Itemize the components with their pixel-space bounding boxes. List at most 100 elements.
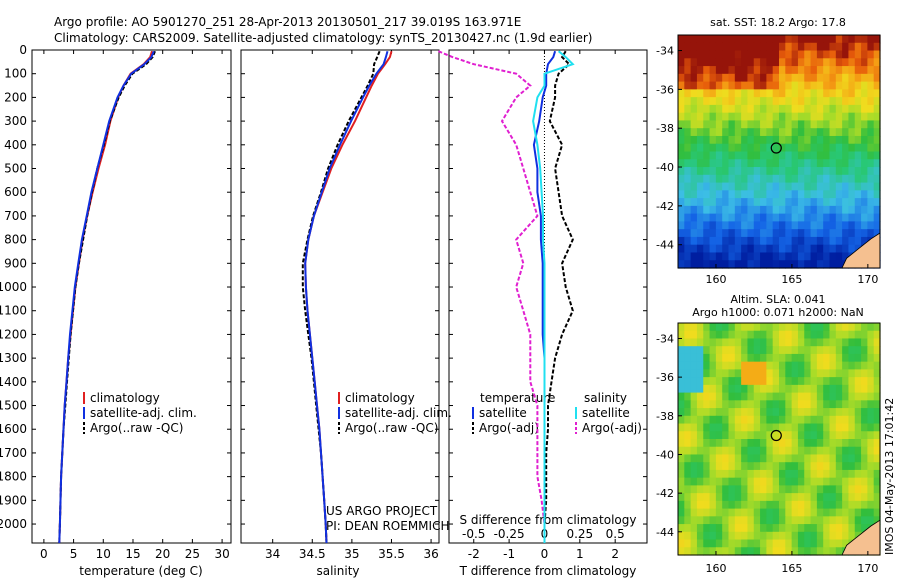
map-cell (678, 252, 685, 261)
map-cell (785, 346, 793, 355)
map-cell (709, 547, 717, 556)
map-cell (728, 415, 736, 425)
map-cell (823, 423, 831, 432)
map-cell (829, 493, 837, 502)
map-cell (684, 182, 692, 191)
map-cell (678, 190, 685, 199)
map-cell (766, 104, 774, 114)
s-tick-label: -0.5 (462, 527, 485, 541)
y-tick-label: 1600 (0, 422, 27, 436)
map-cell (678, 477, 685, 486)
map-cell (690, 35, 698, 44)
map-cell (684, 174, 692, 184)
map-cell (867, 493, 875, 502)
legend-label-climatology: climatology (345, 391, 415, 405)
series-sdiff-satellite (532, 50, 575, 543)
map-cell (835, 531, 843, 541)
map-cell (766, 439, 774, 448)
map-cell (747, 531, 755, 541)
map-cell (772, 236, 780, 246)
map-cell (804, 35, 812, 44)
map-cell (816, 97, 824, 106)
map-cell (760, 462, 767, 471)
map-cell (678, 384, 685, 394)
map-cell (867, 353, 875, 363)
map-cell (684, 485, 692, 494)
map-cell (772, 260, 780, 269)
map-cell (791, 50, 799, 59)
map-cell (766, 500, 774, 510)
map-cell (684, 524, 692, 533)
map-cell (804, 408, 812, 417)
map-cell (734, 485, 742, 494)
map-cell (797, 104, 805, 114)
map-cell (842, 408, 850, 417)
map-cell (816, 469, 824, 479)
x-tick-label: 34 (265, 547, 280, 561)
map-cell (696, 236, 704, 246)
map-cell (678, 50, 685, 59)
map-cell (741, 244, 749, 254)
map-cell (696, 252, 704, 261)
map-cell (785, 392, 793, 401)
map-cell (816, 58, 824, 67)
map-cell (696, 174, 704, 184)
map-cell (791, 135, 799, 145)
map-cell (753, 252, 761, 261)
timestamp: IMOS 04-May-2013 17:01:42 (883, 398, 896, 555)
map-cell (861, 323, 868, 332)
map-cell (816, 508, 824, 517)
map-cell (722, 493, 730, 502)
map-cell (785, 415, 793, 425)
map-cell (804, 462, 812, 471)
map-cell (753, 384, 761, 394)
map-cell (779, 323, 786, 332)
map-cell (867, 516, 875, 525)
map-cell (722, 524, 730, 533)
map-cell (696, 353, 704, 363)
map-cell (848, 159, 856, 168)
map-cell (854, 516, 862, 525)
map-cell (715, 252, 723, 261)
map-cell (823, 384, 831, 394)
map-cell (779, 392, 786, 401)
map-cell (867, 128, 875, 137)
map-cell (753, 120, 761, 129)
map-cell (816, 66, 824, 75)
map-cell (823, 190, 831, 199)
map-cell (734, 392, 742, 401)
map-cell (747, 58, 755, 67)
map-cell (779, 547, 786, 556)
map-cell (823, 97, 831, 106)
map-cell (690, 151, 698, 160)
map-cell (760, 35, 767, 44)
map-cell (696, 182, 704, 191)
map-cell (772, 81, 780, 90)
map-cell (760, 260, 767, 269)
map-cell (835, 198, 843, 207)
map-cell (797, 35, 805, 44)
map-cell (810, 377, 818, 386)
map-cell (873, 353, 881, 363)
map-cell (804, 547, 812, 556)
map-cell (842, 330, 850, 340)
map-cell (734, 462, 742, 471)
map-cell (791, 104, 799, 114)
map-cell (684, 58, 692, 67)
map-cell (690, 369, 698, 378)
map-cell (842, 81, 850, 90)
map-cell (804, 539, 812, 548)
map-cell (867, 73, 875, 83)
y-tick-label: 1000 (0, 280, 27, 294)
map-cell (816, 338, 824, 347)
map-cell (779, 508, 786, 517)
map-cell (728, 462, 736, 471)
map-cell (867, 408, 875, 417)
map-cell (854, 135, 862, 145)
map-cell (797, 81, 805, 90)
map-cell (753, 174, 761, 184)
map-cell (810, 508, 818, 517)
map-cell (810, 73, 818, 83)
map-cell (835, 229, 843, 238)
map-cell (766, 330, 774, 340)
